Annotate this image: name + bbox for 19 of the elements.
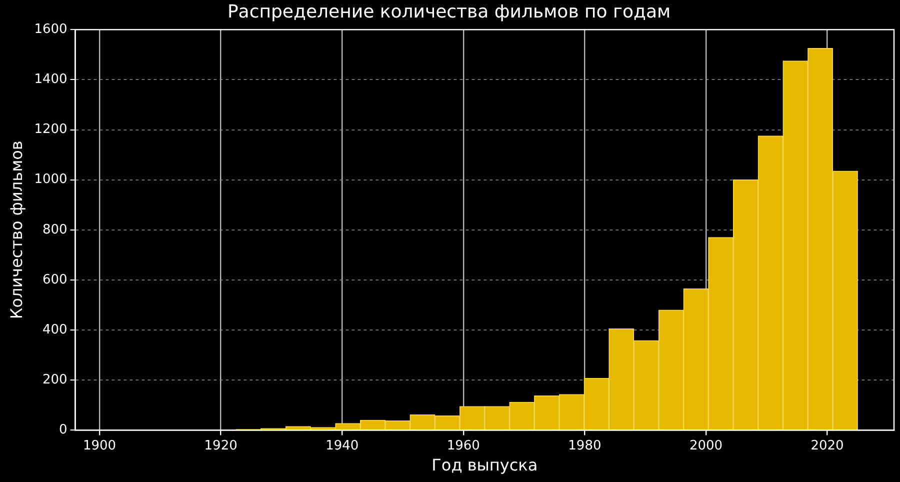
y-tick-label: 1600	[34, 22, 68, 37]
x-tick-label: 1900	[82, 438, 116, 454]
y-axis-title: Количество фильмов	[6, 140, 26, 320]
y-tick-label: 600	[42, 272, 68, 288]
y-tick-label: 200	[42, 372, 68, 388]
y-tick-label: 400	[42, 322, 68, 338]
x-tick-label: 1920	[204, 438, 238, 454]
x-tick-label: 1940	[326, 438, 359, 454]
y-tick-label: 800	[42, 222, 68, 238]
y-tick-label: 1400	[34, 72, 68, 88]
x-tick-label: 2000	[689, 438, 723, 454]
x-axis-title: Год выпуска	[432, 456, 538, 475]
y-tick-label: 0	[59, 422, 68, 438]
y-tick-label: 1000	[34, 172, 68, 188]
chart-title: Распределение количества фильмов по годам	[227, 1, 671, 22]
x-tick-label: 2020	[810, 438, 844, 454]
x-tick-label: 1980	[568, 438, 602, 454]
x-tick-label: 1960	[446, 438, 480, 454]
y-tick-label: 1200	[34, 122, 68, 138]
